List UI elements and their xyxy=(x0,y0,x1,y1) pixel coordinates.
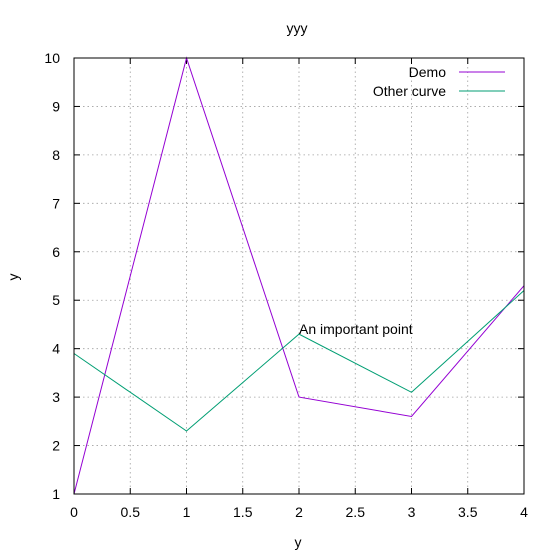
legend-label: Demo xyxy=(409,64,447,80)
x-tick-label: 1 xyxy=(183,504,191,520)
y-tick-label: 4 xyxy=(52,341,60,357)
y-tick-label: 6 xyxy=(52,244,60,260)
x-tick-label: 3 xyxy=(408,504,416,520)
series-line-1 xyxy=(73,56,525,495)
legend: Demo Other curve xyxy=(373,64,505,99)
legend-label: Other curve xyxy=(373,83,446,99)
chart-title: yyy xyxy=(287,20,308,36)
y-tick-label: 1 xyxy=(52,486,60,502)
x-tick-label: 0.5 xyxy=(121,504,141,520)
x-tick-label: 1.5 xyxy=(233,504,253,520)
y-tick-label: 2 xyxy=(52,438,60,454)
y-tick-label: 5 xyxy=(52,292,60,308)
y-tick-label: 7 xyxy=(52,195,60,211)
grid xyxy=(74,58,524,494)
x-tick-label: 2 xyxy=(295,504,303,520)
x-tick-label: 4 xyxy=(520,504,528,520)
y-tick-label: 9 xyxy=(52,98,60,114)
y-tick-label: 8 xyxy=(52,147,60,163)
x-tick-label: 0 xyxy=(70,504,78,520)
series-lines xyxy=(73,56,525,495)
x-tick-label: 2.5 xyxy=(346,504,366,520)
plot-frame xyxy=(73,57,525,495)
series-line-2 xyxy=(73,290,525,432)
axis-ticks: 0 0.5 1 1.5 2 2.5 3 3.5 4 1 2 3 4 5 6 7 8 9 10 xyxy=(44,50,528,520)
y-tick-label: 3 xyxy=(52,389,60,405)
annotation-label: An important point xyxy=(299,321,413,337)
x-tick-label: 3.5 xyxy=(458,504,478,520)
y-axis-title: y xyxy=(5,274,21,281)
y-tick-label: 10 xyxy=(44,50,60,66)
x-axis-title: y xyxy=(295,534,302,550)
annotations: An important point xyxy=(299,321,413,337)
